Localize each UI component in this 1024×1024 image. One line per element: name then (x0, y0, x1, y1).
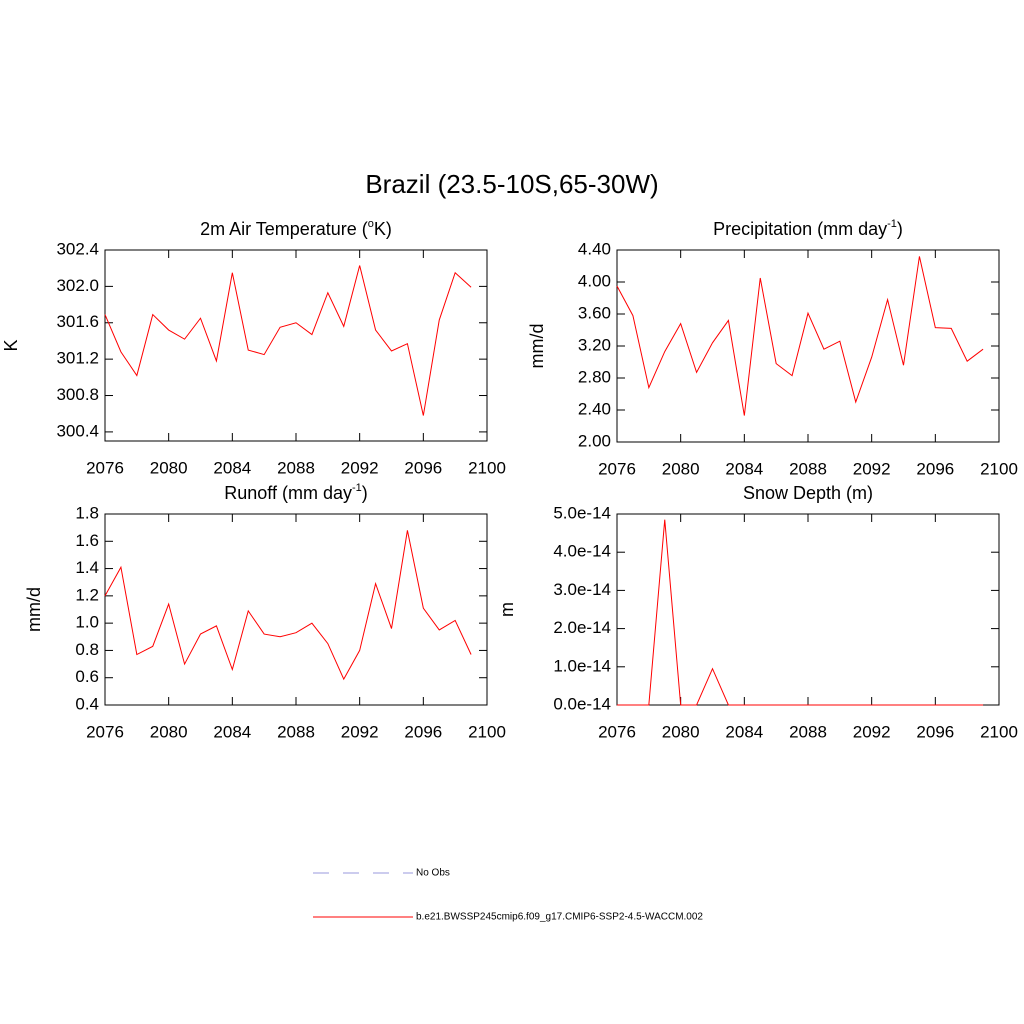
y-tick-label: 300.8 (56, 385, 99, 404)
x-tick-label: 2080 (150, 722, 188, 741)
y-tick-label: 2.40 (578, 399, 611, 418)
x-tick-label: 2080 (662, 459, 700, 478)
x-tick-label: 2080 (150, 458, 188, 477)
x-tick-label: 2080 (662, 722, 700, 741)
y-tick-label: 0.4 (75, 694, 99, 713)
title-part: 2m Air Temperature ( (200, 219, 368, 239)
y-tick-label: 5.0e-14 (553, 503, 611, 522)
y-tick-label: 1.6 (75, 531, 99, 550)
data-line (616, 256, 984, 416)
x-tick-label: 2100 (468, 722, 506, 741)
x-tick-label: 2084 (725, 722, 763, 741)
x-tick-label: 2096 (404, 458, 442, 477)
title-part: Snow Depth (m) (743, 483, 873, 503)
x-tick-label: 2100 (980, 722, 1018, 741)
y-tick-label: 0.8 (75, 640, 99, 659)
y-tick-label: 300.4 (56, 421, 99, 440)
x-tick-label: 2088 (277, 458, 315, 477)
y-tick-label: 2.0e-14 (553, 618, 611, 637)
title-part: ) (362, 483, 368, 503)
x-tick-label: 2088 (277, 722, 315, 741)
y-tick-label: 1.8 (75, 503, 99, 522)
title-part: o (368, 218, 374, 230)
x-tick-label: 2084 (213, 722, 251, 741)
title-part: -1 (352, 482, 362, 494)
x-tick-label: 2096 (916, 459, 954, 478)
title-part: -1 (887, 218, 897, 230)
y-axis-label: K (1, 339, 21, 351)
x-tick-label: 2092 (853, 722, 891, 741)
y-tick-label: 1.0e-14 (553, 656, 611, 675)
x-tick-label: 2076 (598, 459, 636, 478)
x-tick-label: 2076 (86, 722, 124, 741)
y-tick-label: 2.00 (578, 431, 611, 450)
y-tick-label: 1.0 (75, 613, 99, 632)
y-tick-label: 0.0e-14 (553, 694, 611, 713)
panel-title: 2m Air Temperature (oK) (200, 218, 392, 239)
y-tick-label: 3.0e-14 (553, 580, 611, 599)
panel-title: Snow Depth (m) (743, 483, 873, 503)
y-tick-label: 301.2 (56, 349, 99, 368)
x-tick-label: 2092 (341, 458, 379, 477)
y-tick-label: 4.40 (578, 239, 611, 258)
x-tick-label: 2100 (468, 458, 506, 477)
x-tick-label: 2088 (789, 722, 827, 741)
y-tick-label: 1.2 (75, 585, 99, 604)
y-tick-label: 1.4 (75, 558, 99, 577)
legend-label: b.e21.BWSSP245cmip6.f09_g17.CMIP6-SSP2-4… (416, 912, 703, 923)
y-tick-label: 302.4 (56, 239, 99, 258)
x-tick-label: 2100 (980, 459, 1018, 478)
x-tick-label: 2084 (725, 459, 763, 478)
data-line (104, 265, 472, 416)
y-tick-label: 3.60 (578, 303, 611, 322)
y-tick-label: 302.0 (56, 276, 99, 295)
title-part: ) (897, 219, 903, 239)
panel-title: Precipitation (mm day-1) (713, 218, 903, 239)
plot-frame (104, 249, 488, 442)
y-tick-label: 301.6 (56, 312, 99, 331)
x-tick-label: 2076 (86, 458, 124, 477)
y-axis-label: mm/d (24, 587, 44, 632)
title-part: K) (374, 219, 392, 239)
data-line (617, 519, 984, 706)
x-tick-label: 2092 (341, 722, 379, 741)
y-tick-label: 3.20 (578, 335, 611, 354)
panel-title: Runoff (mm day-1) (224, 482, 368, 503)
title-part: Precipitation (mm day (713, 219, 887, 239)
x-tick-label: 2084 (213, 458, 251, 477)
y-tick-label: 4.0e-14 (553, 542, 611, 561)
plot-frame (616, 249, 1000, 443)
y-axis-label: mm/d (527, 324, 547, 369)
plot-frame (104, 513, 488, 706)
legend-label: No Obs (416, 868, 450, 879)
x-tick-label: 2076 (598, 722, 636, 741)
y-tick-label: 4.00 (578, 271, 611, 290)
x-tick-label: 2088 (789, 459, 827, 478)
x-tick-label: 2092 (853, 459, 891, 478)
x-tick-label: 2096 (404, 722, 442, 741)
y-axis-label: m (497, 602, 517, 617)
y-tick-label: 0.6 (75, 667, 99, 686)
data-line (104, 530, 472, 681)
title-part: Runoff (mm day (224, 483, 352, 503)
y-tick-label: 2.80 (578, 367, 611, 386)
figure-title: Brazil (23.5-10S,65-30W) (365, 169, 658, 199)
x-tick-label: 2096 (916, 722, 954, 741)
plot-frame (616, 513, 1000, 706)
